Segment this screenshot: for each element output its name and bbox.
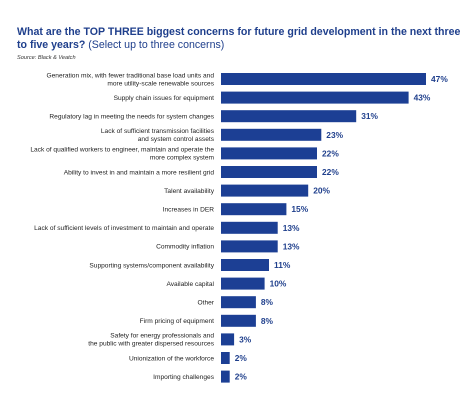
category-labels-group: Generation mix, with fewer traditional b… bbox=[30, 72, 214, 381]
value-label-2: 31% bbox=[361, 111, 378, 121]
category-label-0-line-0: Generation mix, with fewer traditional b… bbox=[47, 72, 215, 79]
category-label-1-line-0: Supply chain issues for equipment bbox=[114, 95, 215, 102]
title-question: What are the TOP THREE biggest concerns … bbox=[17, 26, 461, 51]
category-label-13: Firm pricing of equipment bbox=[140, 318, 215, 325]
category-label-10: Supporting systems/component availabilit… bbox=[89, 262, 214, 269]
category-label-15: Unionization of the workforce bbox=[129, 355, 214, 362]
category-label-7: Increases in DER bbox=[163, 207, 215, 214]
category-label-1: Supply chain issues for equipment bbox=[114, 95, 215, 102]
category-label-9: Commodity inflation bbox=[156, 244, 214, 251]
category-label-6-line-0: Talent availability bbox=[164, 188, 215, 195]
value-label-1: 43% bbox=[414, 93, 431, 103]
bar-8 bbox=[221, 221, 278, 234]
value-label-11: 10% bbox=[270, 279, 287, 289]
value-label-16: 2% bbox=[235, 372, 248, 382]
category-label-5: Ability to invest in and maintain a more… bbox=[64, 169, 215, 176]
category-label-3-line-0: Lack of sufficient transmission faciliti… bbox=[101, 128, 215, 135]
bar-12 bbox=[221, 296, 256, 309]
category-label-3: Lack of sufficient transmission faciliti… bbox=[101, 128, 215, 143]
value-label-7: 15% bbox=[291, 204, 308, 214]
category-label-11-line-0: Available capital bbox=[166, 281, 214, 288]
bars-group bbox=[221, 73, 426, 383]
title-note: (Select up to three concerns) bbox=[88, 38, 225, 51]
category-label-2: Regulatory lag in meeting the needs for … bbox=[49, 114, 214, 121]
category-label-14-line-0: Safety for energy professionals and bbox=[110, 333, 214, 340]
category-label-8-line-0: Lack of sufficient levels of investment … bbox=[34, 225, 214, 232]
category-label-0-line-1: more utility-scale renewable sources bbox=[107, 80, 214, 87]
value-label-0: 47% bbox=[431, 74, 448, 84]
category-label-6: Talent availability bbox=[164, 188, 215, 195]
category-label-11: Available capital bbox=[166, 281, 214, 288]
bar-1 bbox=[221, 91, 409, 104]
category-label-15-line-0: Unionization of the workforce bbox=[129, 355, 214, 362]
category-label-16-line-0: Importing challenges bbox=[153, 374, 215, 381]
category-label-5-line-0: Ability to invest in and maintain a more… bbox=[64, 169, 215, 176]
category-label-14: Safety for energy professionals and the p… bbox=[88, 333, 214, 348]
bar-10 bbox=[221, 259, 269, 271]
category-label-0: Generation mix, with fewer traditional b… bbox=[47, 72, 215, 87]
category-label-4-line-0: Lack of qualified workers to engineer, m… bbox=[30, 147, 214, 154]
value-label-5: 22% bbox=[322, 167, 339, 177]
bar-0 bbox=[221, 73, 426, 85]
value-label-10: 11% bbox=[274, 260, 291, 270]
value-label-9: 13% bbox=[283, 241, 300, 251]
category-label-16: Importing challenges bbox=[153, 374, 215, 381]
bar-6 bbox=[221, 184, 309, 197]
bar-5 bbox=[221, 166, 317, 178]
category-label-3-line-1: and system control assets bbox=[138, 136, 215, 143]
value-label-12: 8% bbox=[261, 297, 274, 307]
category-label-2-line-0: Regulatory lag in meeting the needs for … bbox=[49, 114, 214, 121]
value-labels-group: 47%43% 31% 23% 22% 22% 20% 15% 13% 13% 11% 10% 8% 8%… bbox=[235, 74, 449, 382]
category-label-10-line-0: Supporting systems/component availabilit… bbox=[89, 262, 214, 269]
category-label-8: Lack of sufficient levels of investment … bbox=[34, 225, 214, 232]
category-label-4: Lack of qualified workers to engineer, m… bbox=[30, 147, 214, 162]
bar-16 bbox=[221, 370, 230, 383]
bar-14 bbox=[221, 333, 235, 346]
category-label-12-line-0: Other bbox=[198, 300, 215, 307]
value-label-4: 22% bbox=[322, 148, 339, 158]
category-label-14-line-1: the public with greater dispersed resour… bbox=[88, 341, 214, 348]
bar-2 bbox=[221, 110, 357, 123]
chart-source: Source: Black & Veatch bbox=[17, 55, 76, 61]
bar-4 bbox=[221, 147, 317, 160]
category-label-12: Other bbox=[198, 300, 215, 307]
value-label-14: 3% bbox=[239, 334, 252, 344]
value-label-3: 23% bbox=[326, 130, 343, 140]
bar-3 bbox=[221, 128, 322, 141]
value-label-6: 20% bbox=[313, 186, 330, 196]
value-label-13: 8% bbox=[261, 316, 274, 326]
value-label-8: 13% bbox=[283, 223, 300, 233]
bar-11 bbox=[221, 277, 265, 290]
category-label-9-line-0: Commodity inflation bbox=[156, 244, 214, 251]
chart-title: What are the TOP THREE biggest concerns … bbox=[17, 26, 462, 51]
category-label-13-line-0: Firm pricing of equipment bbox=[140, 318, 215, 325]
bar-13 bbox=[221, 314, 256, 327]
bar-9 bbox=[221, 240, 278, 253]
bar-15 bbox=[221, 352, 230, 364]
category-label-7-line-0: Increases in DER bbox=[163, 207, 215, 214]
bar-7 bbox=[221, 203, 287, 216]
category-label-4-line-1: more complex system bbox=[150, 155, 215, 162]
value-label-15: 2% bbox=[235, 353, 248, 363]
